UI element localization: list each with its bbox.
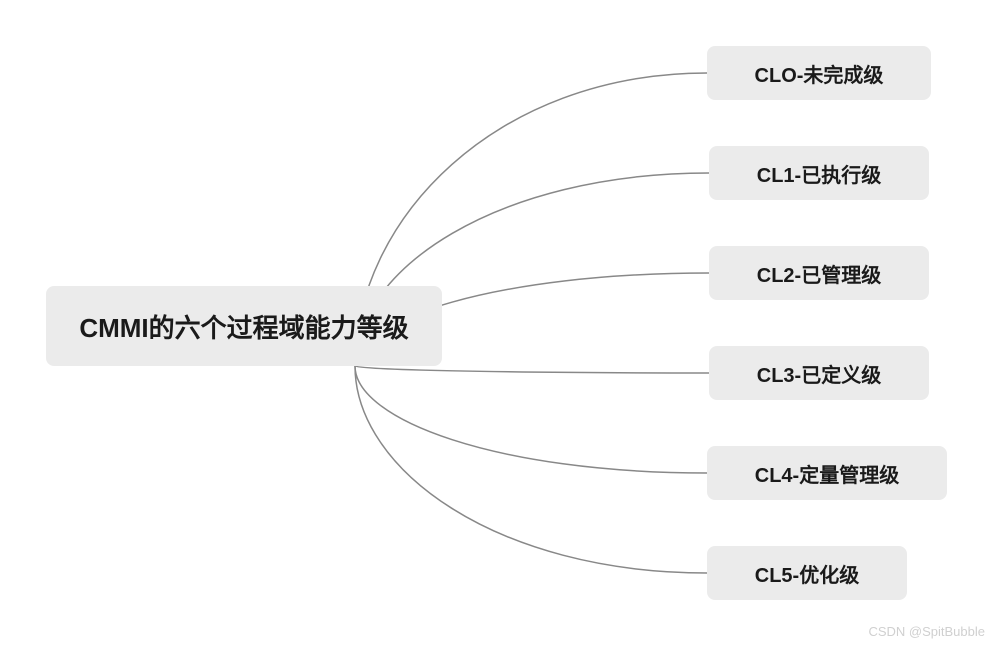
child-node-4: CL4-定量管理级 bbox=[707, 446, 947, 500]
child-node-1: CL1-已执行级 bbox=[709, 146, 929, 200]
child-label-5: CL5-优化级 bbox=[755, 559, 859, 588]
mindmap-diagram: CMMI的六个过程域能力等级 CLO-未完成级 CL1-已执行级 CL2-已管理级 C… bbox=[0, 0, 997, 647]
child-node-3: CL3-已定义级 bbox=[709, 346, 929, 400]
child-label-4: CL4-定量管理级 bbox=[755, 459, 899, 488]
child-node-2: CL2-已管理级 bbox=[709, 246, 929, 300]
child-node-0: CLO-未完成级 bbox=[707, 46, 931, 100]
child-label-2: CL2-已管理级 bbox=[757, 259, 881, 288]
child-label-1: CL1-已执行级 bbox=[757, 159, 881, 188]
child-label-3: CL3-已定义级 bbox=[757, 359, 881, 388]
child-label-0: CLO-未完成级 bbox=[755, 59, 884, 88]
edge-4 bbox=[355, 366, 707, 473]
child-node-5: CL5-优化级 bbox=[707, 546, 907, 600]
watermark: CSDN @SpitBubble bbox=[868, 624, 985, 639]
edge-3 bbox=[355, 366, 709, 373]
root-label: CMMI的六个过程域能力等级 bbox=[79, 308, 408, 345]
edge-5 bbox=[355, 366, 707, 573]
root-node: CMMI的六个过程域能力等级 bbox=[46, 286, 442, 366]
